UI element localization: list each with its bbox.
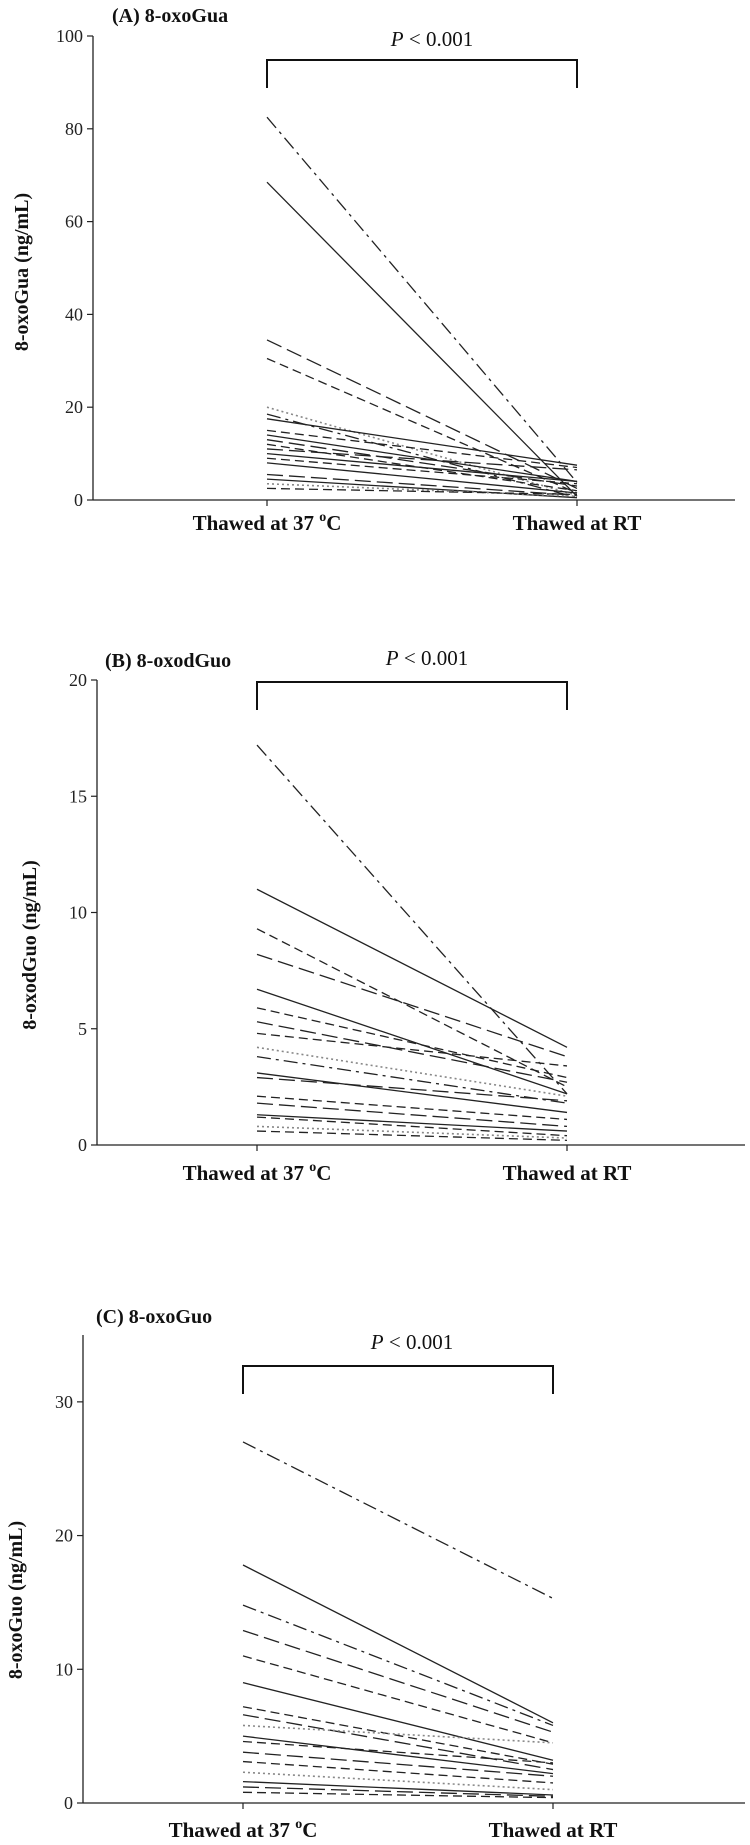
p-value-annotation: P < 0.001 — [370, 1330, 453, 1354]
series-line-14 — [266, 457, 578, 485]
panel-title: (B) 8-oxodGuo — [105, 650, 231, 672]
series-line-15 — [242, 1780, 554, 1796]
y-tick-label: 40 — [65, 304, 83, 324]
series-line-13 — [256, 1095, 568, 1121]
series-line-11 — [242, 1740, 554, 1764]
series-line-7 — [242, 1706, 554, 1765]
x-category-label: Thawed at 37 oC — [169, 1817, 318, 1842]
x-category-label: Thawed at RT — [503, 1161, 632, 1185]
series-line-8 — [242, 1714, 554, 1771]
series-line-13 — [266, 452, 578, 483]
y-tick-label: 10 — [69, 903, 87, 923]
panel-title: (C) 8-oxoGuo — [96, 1306, 212, 1328]
y-tick-label: 20 — [55, 1526, 73, 1546]
series-line-12 — [242, 1751, 554, 1777]
series-line-1 — [266, 116, 578, 483]
significance-bracket — [242, 1365, 554, 1394]
series-line-16 — [266, 473, 578, 497]
series-line-16 — [242, 1786, 554, 1797]
y-tick-label: 20 — [65, 397, 83, 417]
series-line-5 — [256, 988, 568, 1095]
y-tick-label: 0 — [74, 490, 83, 510]
series-line-14 — [242, 1771, 554, 1791]
series-line-1 — [256, 744, 568, 1095]
y-tick-label: 10 — [55, 1659, 73, 1679]
y-axis-label: 8-oxodGuo (ng/mL) — [19, 860, 41, 1029]
series-line-9 — [256, 1046, 568, 1097]
y-tick-label: 0 — [64, 1793, 73, 1813]
y-tick-label: 30 — [55, 1392, 73, 1412]
significance-bracket — [256, 681, 568, 710]
p-value-text: < 0.001 — [404, 27, 474, 51]
series-line-4 — [242, 1629, 554, 1733]
series-line-10 — [256, 1056, 568, 1104]
series-line-2 — [266, 181, 578, 497]
series-line-8 — [266, 429, 578, 469]
y-axis-label: 8-oxoGua (ng/mL) — [11, 193, 33, 351]
series-line-7 — [256, 1021, 568, 1083]
panel-title: (A) 8-oxoGua — [112, 5, 228, 27]
p-value-text: < 0.001 — [384, 1330, 454, 1354]
series-line-5 — [242, 1655, 554, 1744]
series-line-3 — [266, 339, 578, 489]
series-line-15 — [266, 462, 578, 494]
series-line-17 — [242, 1791, 554, 1799]
y-tick-label: 80 — [65, 119, 83, 139]
series-line-13 — [242, 1760, 554, 1784]
y-tick-label: 60 — [65, 212, 83, 232]
series-line-3 — [256, 928, 568, 1088]
series-line-6 — [256, 1007, 568, 1079]
series-line-4 — [266, 357, 578, 494]
y-tick-label: 0 — [78, 1135, 87, 1155]
series-line-1 — [242, 1441, 554, 1599]
series-line-2 — [242, 1564, 554, 1724]
x-category-label: Thawed at 37 oC — [183, 1160, 332, 1185]
x-category-label: Thawed at RT — [513, 511, 642, 535]
series-line-11 — [256, 1072, 568, 1114]
series-line-17 — [256, 1125, 568, 1139]
p-value-text: < 0.001 — [399, 646, 469, 670]
series-line-10 — [266, 439, 578, 487]
panel-c: (C) 8-oxoGuo 8-oxoGuo (ng/mL) P < 0.001 … — [5, 1306, 745, 1842]
series-line-12 — [256, 1076, 568, 1102]
series-line-12 — [266, 448, 578, 471]
series-line-18 — [266, 482, 578, 498]
y-tick-label: 15 — [69, 786, 87, 806]
series-line-8 — [256, 1032, 568, 1067]
series-line-5 — [266, 406, 578, 497]
significance-bracket — [266, 59, 578, 88]
series-line-10 — [242, 1735, 554, 1775]
series-line-9 — [266, 434, 578, 483]
series-line-9 — [242, 1724, 554, 1744]
series-line-18 — [256, 1130, 568, 1141]
x-category-label: Thawed at RT — [489, 1818, 618, 1842]
series-line-19 — [266, 487, 578, 496]
series-line-4 — [256, 953, 568, 1058]
panel-b: (B) 8-oxodGuo 8-oxodGuo (ng/mL) P < 0.00… — [19, 646, 745, 1185]
series-line-16 — [256, 1116, 568, 1137]
series-line-15 — [256, 1114, 568, 1132]
y-tick-label: 20 — [69, 670, 87, 690]
series-line-14 — [256, 1102, 568, 1128]
p-value-annotation: P < 0.001 — [390, 27, 473, 51]
series-line-3 — [242, 1604, 554, 1727]
series-line-6 — [242, 1682, 554, 1761]
x-category-label: Thawed at 37 oC — [193, 510, 342, 535]
y-tick-label: 5 — [78, 1019, 87, 1039]
series-line-17 — [266, 478, 578, 499]
y-axis-label: 8-oxoGuo (ng/mL) — [5, 1521, 27, 1679]
series-line-2 — [256, 888, 568, 1048]
p-value-annotation: P < 0.001 — [385, 646, 468, 670]
series-line-7 — [266, 418, 578, 466]
y-tick-label: 100 — [56, 26, 83, 46]
panel-a: (A) 8-oxoGua 8-oxoGua (ng/mL) P < 0.001 … — [11, 5, 735, 535]
